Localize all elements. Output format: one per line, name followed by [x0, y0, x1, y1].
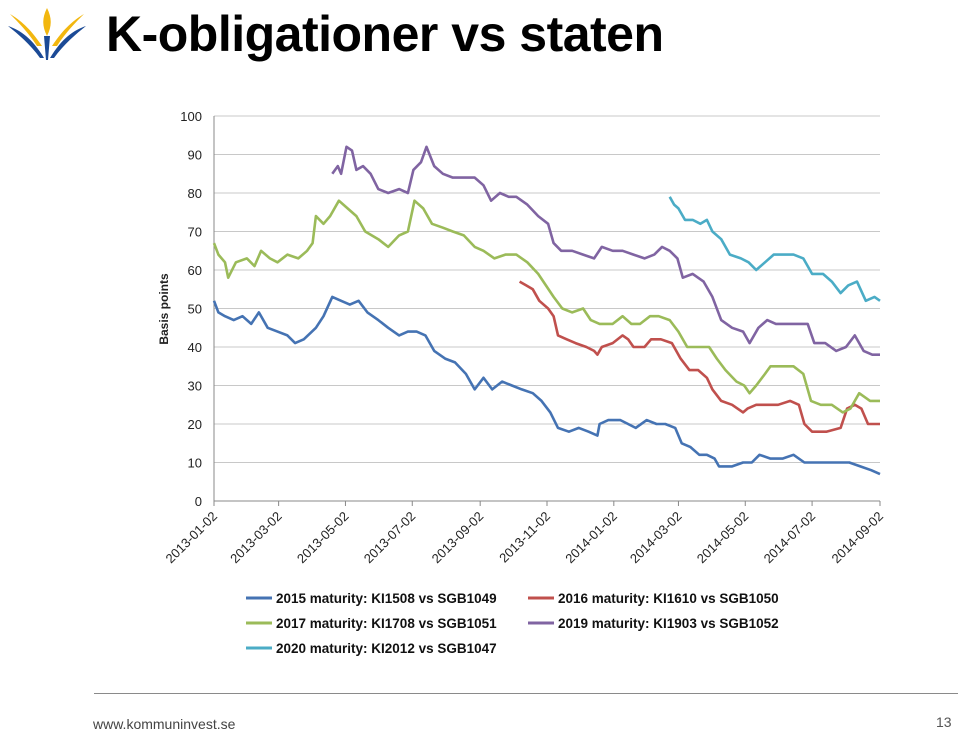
y-tick-label: 30: [188, 379, 202, 394]
logo-blue-wing-left: [8, 26, 44, 58]
x-tick-label: 2013-01-02: [162, 509, 220, 567]
footer-divider: [94, 693, 958, 694]
y-tick-label: 60: [188, 263, 202, 278]
y-axis-label: Basis points: [157, 273, 171, 345]
legend-label-4: 2019 maturity: KI1903 vs SGB1052: [558, 616, 779, 631]
x-tick-label: 2013-09-02: [429, 509, 487, 567]
chart-axes: 0 10 20 30 40 50 60 70 80 90 100 Basis points 2013-0…: [157, 109, 886, 566]
x-tick-label: 2014-01-02: [562, 509, 620, 567]
x-tick-label: 2014-05-02: [694, 509, 752, 567]
series-line-1: [212, 295, 881, 476]
x-tick-label: 2014-09-02: [828, 509, 886, 567]
logo-gold-wing-right: [52, 14, 84, 46]
y-tick-label: 0: [195, 494, 202, 509]
legend-label-2: 2016 maturity: KI1610 vs SGB1050: [558, 591, 779, 606]
slide-title: K-obligationer vs staten: [106, 6, 664, 62]
x-tick-label: 2014-07-02: [761, 509, 819, 567]
x-tick-label: 2013-11-02: [496, 509, 553, 566]
x-tick-label: 2014-03-02: [627, 509, 685, 567]
x-tick-label: 2013-05-02: [294, 509, 352, 567]
logo-blue-wing-right: [50, 26, 86, 58]
series-line-3: [212, 199, 880, 414]
y-tick-label: 50: [188, 302, 202, 317]
y-tick-label: 80: [188, 186, 202, 201]
legend-label-3: 2017 maturity: KI1708 vs SGB1051: [276, 616, 497, 631]
legend-label-1: 2015 maturity: KI1508 vs SGB1049: [276, 591, 497, 606]
series-line-5: [668, 196, 881, 303]
y-tick-label: 20: [188, 417, 202, 432]
logo-center-flame: [43, 8, 51, 36]
chart-series: [212, 145, 881, 476]
logo-gold-wing-left: [10, 14, 42, 46]
logo-center-stem: [44, 36, 50, 60]
y-tick-label: 70: [188, 225, 202, 240]
y-tick-label: 10: [188, 456, 202, 471]
footer-url: www.kommuninvest.se: [93, 716, 236, 732]
y-tick-label: 40: [188, 340, 202, 355]
chart-legend: 2015 maturity: KI1508 vs SGB1049 2016 mat…: [246, 591, 779, 656]
series-line-4: [331, 145, 880, 357]
legend-label-5: 2020 maturity: KI2012 vs SGB1047: [276, 641, 497, 656]
x-tick-label: 2013-07-02: [361, 509, 419, 567]
kommuninvest-logo: [8, 8, 86, 60]
series-line-2: [518, 280, 880, 434]
y-tick-label: 90: [188, 148, 202, 163]
y-tick-label: 100: [180, 109, 202, 124]
page-number: 13: [936, 714, 952, 730]
x-tick-label: 2013-03-02: [227, 509, 285, 567]
chart: 0 10 20 30 40 50 60 70 80 90 100 Basis points 2013-0…: [157, 109, 886, 656]
